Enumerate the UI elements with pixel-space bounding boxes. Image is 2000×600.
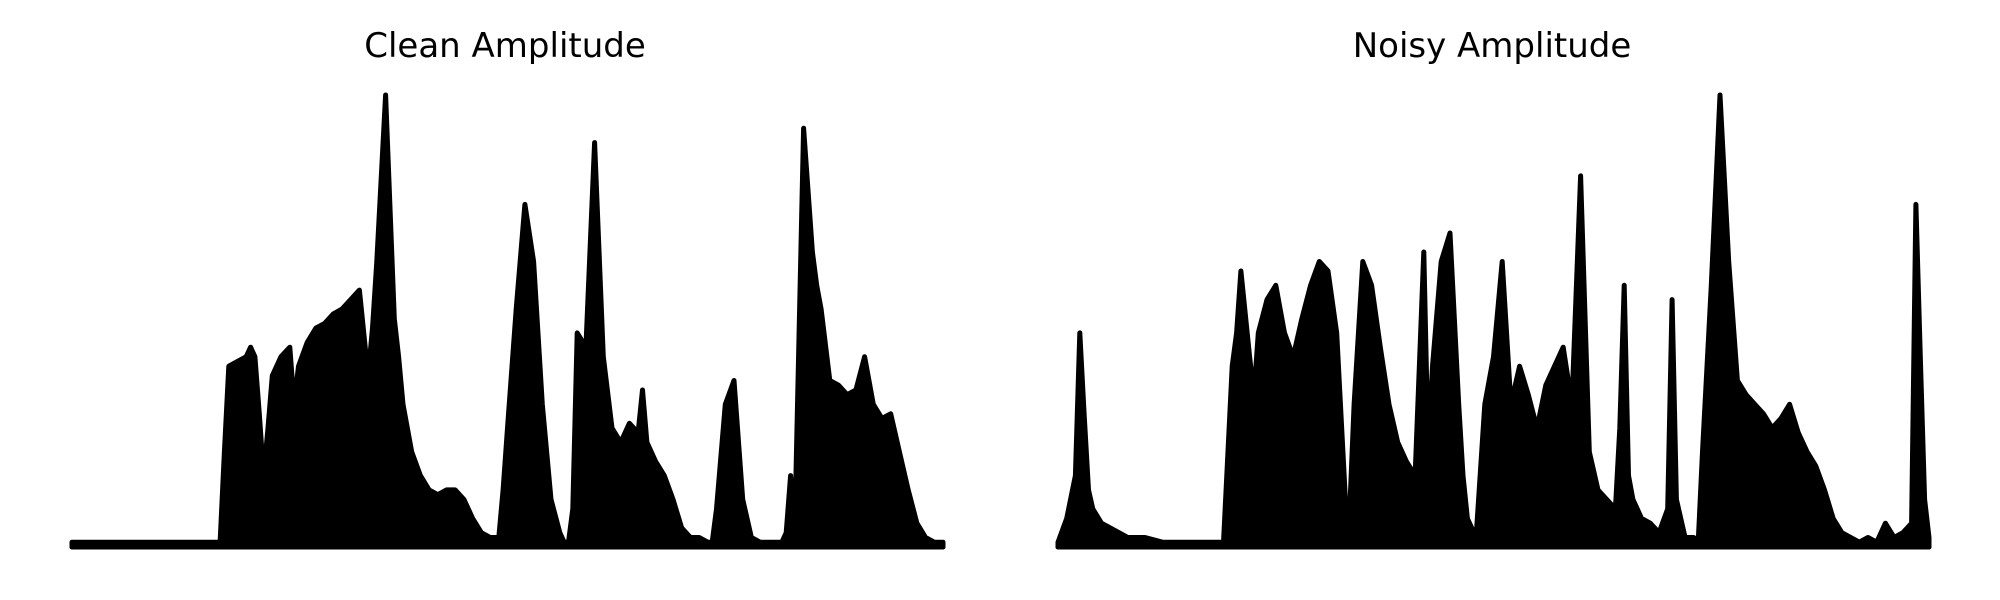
noisy-amplitude-area [1055, 92, 1932, 550]
noisy-amplitude-panel: Noisy Amplitude [1055, 26, 1932, 550]
clean-amplitude-panel: Clean Amplitude [69, 26, 946, 550]
clean-amplitude-area [69, 92, 946, 550]
noisy-amplitude-title: Noisy Amplitude [1353, 26, 1632, 66]
clean-amplitude-title: Clean Amplitude [364, 26, 646, 66]
clean-amplitude-series [69, 92, 946, 550]
noisy-amplitude-series [1055, 92, 1932, 550]
